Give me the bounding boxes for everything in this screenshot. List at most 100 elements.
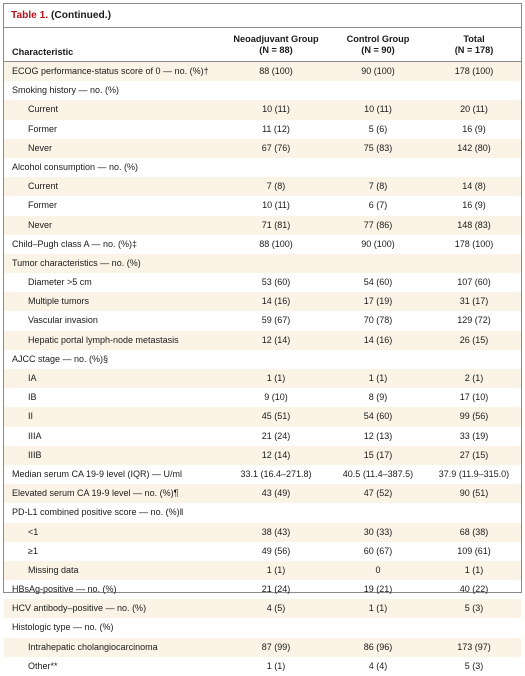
- header-neoadjuvant-label: Neoadjuvant Group: [233, 34, 319, 44]
- table-title-suffix: (Continued.): [48, 10, 111, 21]
- table-row: IIIA 21 (24) 12 (13) 33 (19): [4, 427, 521, 446]
- cell-control: 90 (100): [361, 66, 395, 76]
- row-label: Current: [28, 104, 59, 115]
- row-label: Hepatic portal lymph-node metastasis: [28, 334, 179, 345]
- cell-total: 68 (38): [459, 526, 489, 537]
- cell-control: 60 (67): [363, 545, 393, 556]
- cell-control: 12 (13): [363, 430, 393, 441]
- row-label: Vascular invasion: [28, 315, 98, 326]
- table-row: IA 1 (1) 1 (1) 2 (1): [4, 369, 521, 389]
- cell-neoadjuvant: 88 (100): [259, 66, 293, 76]
- cell-neoadjuvant: 1 (1): [266, 660, 286, 671]
- cell-control: 19 (21): [363, 584, 393, 595]
- table-row: II 45 (51) 54 (60) 99 (56): [4, 407, 521, 427]
- table-row: Current 7 (8) 7 (8) 14 (8): [4, 177, 521, 197]
- cell-control: 15 (17): [363, 449, 393, 460]
- cell-neoadjuvant: 9 (10): [264, 392, 288, 403]
- row-label: Smoking history — no. (%): [12, 85, 120, 96]
- table-row: Elevated serum CA 19-9 level — no. (%)¶ 4…: [4, 484, 521, 504]
- table-row: Tumor characteristics — no. (%): [4, 253, 521, 274]
- row-label: Intrahepatic cholangiocarcinoma: [28, 641, 158, 652]
- cell-total: 14 (8): [462, 181, 486, 192]
- row-label: <1: [28, 526, 39, 537]
- row-label: ≥1: [28, 545, 38, 556]
- row-label: Tumor characteristics — no. (%): [12, 257, 141, 268]
- cell-total: 178 (100): [454, 238, 494, 249]
- cell-control: 14 (16): [363, 334, 393, 345]
- table-row: Intrahepatic cholangiocarcinoma 87 (99) 86…: [4, 637, 521, 657]
- cell-total: 90 (51): [459, 488, 489, 499]
- cell-neoadjuvant: 12 (14): [261, 449, 291, 460]
- row-label: IA: [28, 373, 37, 383]
- cell-neoadjuvant: 1 (1): [266, 564, 286, 575]
- table-row: Other** 1 (1) 4 (4) 5 (3): [4, 657, 521, 676]
- cell-total: 16 (9): [462, 123, 486, 134]
- row-label: Other**: [28, 660, 58, 671]
- header-control: Control Group (N = 90): [324, 34, 432, 56]
- cell-total: 129 (72): [457, 315, 491, 326]
- header-control-label: Control Group: [346, 34, 410, 44]
- table-row: HBsAg-positive — no. (%) 21 (24) 19 (21) 40…: [4, 580, 521, 599]
- cell-neoadjuvant: 10 (11): [262, 104, 290, 115]
- cell-neoadjuvant: 7 (8): [266, 181, 286, 192]
- cell-control: 10 (11): [364, 104, 392, 115]
- table-header: Characteristic Neoadjuvant Group (N = 88…: [4, 28, 521, 62]
- cell-control: 1 (1): [368, 603, 388, 614]
- row-label: Diameter >5 cm: [28, 277, 92, 288]
- cell-neoadjuvant: 12 (14): [261, 334, 291, 345]
- cell-neoadjuvant: 59 (67): [261, 315, 291, 326]
- cell-neoadjuvant: 43 (49): [261, 488, 291, 499]
- cell-total: 5 (3): [464, 603, 484, 614]
- cell-control: 75 (83): [363, 142, 393, 153]
- cell-total: 16 (9): [462, 200, 486, 211]
- table-row: AJCC stage — no. (%)§: [4, 350, 521, 369]
- table-row: Multiple tumors 14 (16) 17 (19) 31 (17): [4, 292, 521, 312]
- table-body: ECOG performance-status score of 0 — no.…: [4, 62, 521, 676]
- cell-control: 1 (1): [368, 373, 388, 383]
- cell-control: 4 (4): [368, 660, 388, 671]
- table-row: Diameter >5 cm 53 (60) 54 (60) 107 (60): [4, 273, 521, 292]
- cell-control: 7 (8): [368, 181, 388, 192]
- cell-control: 70 (78): [363, 315, 393, 326]
- cell-total: 148 (83): [457, 219, 491, 230]
- cell-control: 54 (60): [363, 411, 393, 422]
- row-label: Alcohol consumption — no. (%): [12, 161, 139, 172]
- row-label: Histologic type — no. (%): [12, 622, 114, 633]
- row-label: HBsAg-positive — no. (%): [12, 584, 117, 595]
- header-total-n: (N = 178): [454, 45, 494, 55]
- row-label: Missing data: [28, 564, 79, 575]
- cell-total: 17 (10): [459, 392, 489, 403]
- cell-neoadjuvant: 14 (16): [261, 296, 291, 307]
- header-neoadjuvant-n: (N = 88): [259, 45, 293, 55]
- cell-neoadjuvant: 53 (60): [261, 277, 291, 288]
- cell-total: 5 (3): [464, 660, 484, 671]
- cell-neoadjuvant: 87 (99): [261, 641, 291, 652]
- cell-control: 77 (86): [363, 219, 393, 230]
- cell-total: 178 (100): [454, 66, 494, 76]
- row-label: IB: [28, 392, 37, 403]
- cell-control: 40.5 (11.4–387.5): [342, 468, 414, 479]
- cell-neoadjuvant: 11 (12): [262, 123, 290, 134]
- cell-neoadjuvant: 88 (100): [259, 238, 293, 249]
- row-label: Multiple tumors: [28, 296, 90, 307]
- cell-neoadjuvant: 71 (81): [261, 219, 291, 230]
- row-label: Elevated serum CA 19-9 level — no. (%)¶: [12, 488, 179, 499]
- row-label: IIIB: [28, 449, 42, 460]
- row-label: Current: [28, 181, 59, 192]
- table-row: PD-L1 combined positive score — no. (%)‖: [4, 503, 521, 522]
- cell-total: 107 (60): [457, 277, 491, 288]
- row-label: PD-L1 combined positive score — no. (%)‖: [12, 507, 184, 518]
- header-total: Total (N = 178): [424, 34, 524, 56]
- cell-total: 31 (17): [459, 296, 489, 307]
- table-row: IIIB 12 (14) 15 (17) 27 (15): [4, 445, 521, 465]
- cell-total: 1 (1): [464, 564, 484, 575]
- table-row: Former 10 (11) 6 (7) 16 (9): [4, 196, 521, 215]
- cell-control: 47 (52): [363, 488, 393, 499]
- row-label: HCV antibody–positive — no. (%): [12, 603, 147, 614]
- table-row: Median serum CA 19-9 level (IQR) — U/ml 3…: [4, 465, 521, 484]
- cell-neoadjuvant: 49 (56): [261, 545, 291, 556]
- table-row: Never 71 (81) 77 (86) 148 (83): [4, 215, 521, 235]
- table-row: Alcohol consumption — no. (%): [4, 158, 521, 177]
- cell-control: 8 (9): [368, 392, 388, 403]
- cell-control: 0: [375, 564, 381, 575]
